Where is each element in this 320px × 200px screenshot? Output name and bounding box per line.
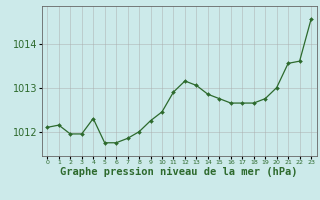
X-axis label: Graphe pression niveau de la mer (hPa): Graphe pression niveau de la mer (hPa) [60, 167, 298, 177]
